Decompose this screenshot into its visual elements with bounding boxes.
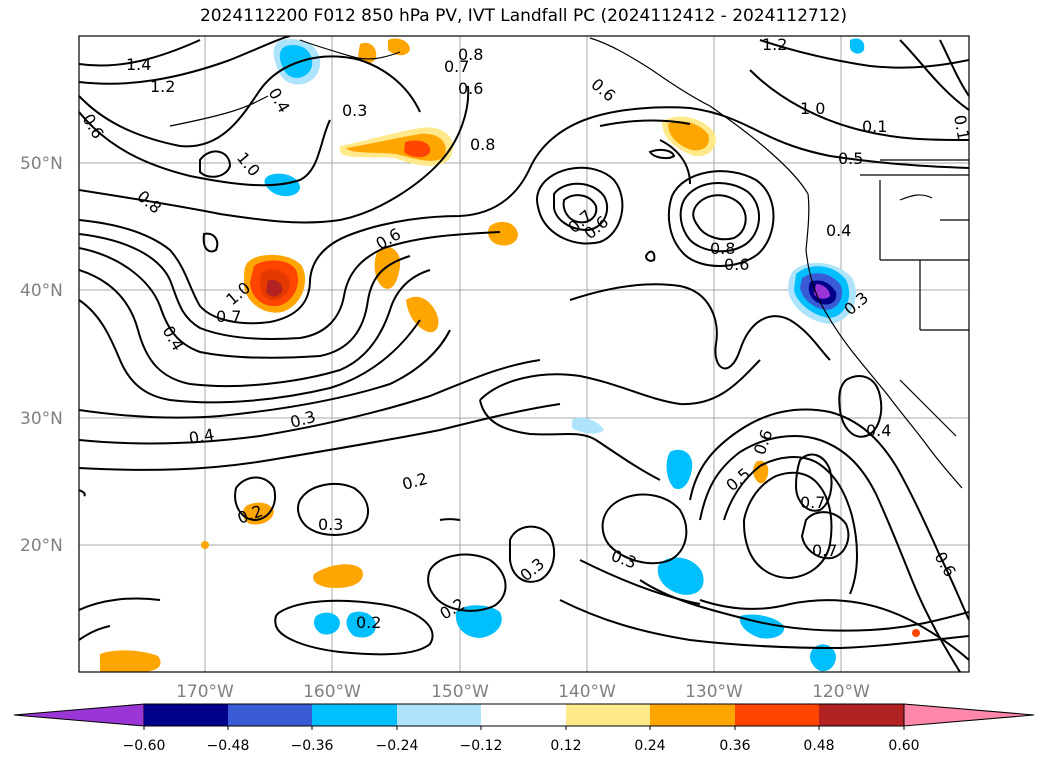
lon-label: 160°W bbox=[303, 682, 361, 702]
colorbar-tick-label: 0.48 bbox=[803, 738, 834, 754]
clabel: 0.6 bbox=[724, 255, 749, 274]
clabel: 0.2 bbox=[356, 613, 381, 632]
clabel: 0.3 bbox=[342, 101, 367, 120]
pv-blob-subtropic-warm3 bbox=[753, 460, 769, 484]
clabel: 1.2 bbox=[762, 35, 787, 54]
pv-dot-2 bbox=[912, 629, 920, 637]
clabel: 0.1 bbox=[950, 113, 973, 141]
pv-blob-bc-coast bbox=[662, 116, 716, 157]
colorbar-segment bbox=[481, 704, 566, 726]
lon-label: 170°W bbox=[176, 682, 234, 702]
colorbar-segment bbox=[819, 704, 904, 726]
colorbar-segment bbox=[144, 704, 228, 726]
coastlines bbox=[169, 37, 969, 489]
clabel: 0.1 bbox=[862, 117, 887, 136]
lon-label: 120°W bbox=[812, 682, 870, 702]
lon-label: 140°W bbox=[558, 682, 616, 702]
pv-dot-1 bbox=[201, 541, 209, 549]
pv-blob-tiny-2 bbox=[850, 38, 865, 54]
pv-blob-hawaii-south bbox=[455, 605, 502, 638]
colorbar-tick-label: −0.60 bbox=[123, 738, 166, 754]
pv-blob-central-warm3 bbox=[488, 221, 518, 246]
colorbar-segment bbox=[397, 704, 481, 726]
clabel: 1.4 bbox=[126, 55, 151, 74]
lat-axis-labels: 50°N 40°N 30°N 20°N bbox=[20, 154, 63, 556]
clabel: 0.4 bbox=[826, 221, 851, 240]
pv-blob-hawaii-south3 bbox=[346, 611, 376, 638]
colorbar-tick-label: −0.36 bbox=[291, 738, 334, 754]
colorbar: −0.60 −0.48 −0.36 −0.24 −0.12 0.12 0.24 … bbox=[13, 703, 1035, 754]
pv-blob-subtropic-east4 bbox=[810, 644, 836, 672]
clabel: 1.2 bbox=[150, 77, 175, 96]
clabel: 0.7 bbox=[444, 57, 469, 76]
lat-label: 40°N bbox=[20, 281, 63, 301]
map-plot-area: 1.4 1.2 0.6 0.4 0.3 0.8 0.7 0.6 0.6 0.8 … bbox=[79, 35, 973, 672]
clabel: 1.0 bbox=[800, 99, 825, 118]
colorbar-tick-label: 0.12 bbox=[550, 738, 581, 754]
clabel: 0.6 bbox=[458, 79, 483, 98]
plot-frame bbox=[78, 35, 970, 673]
lat-label: 30°N bbox=[20, 409, 63, 429]
colorbar-segment bbox=[566, 704, 650, 726]
lon-label: 150°W bbox=[431, 682, 489, 702]
pv-blob-subtropic-warm2 bbox=[100, 650, 161, 672]
clabel: 0.7 bbox=[812, 541, 837, 560]
lon-label: 130°W bbox=[685, 682, 743, 702]
pv-blob-midpacific-warm bbox=[340, 127, 454, 166]
colorbar-tick-label: −0.24 bbox=[376, 738, 419, 754]
clabel: 0.7 bbox=[800, 493, 825, 512]
pv-fill-shading bbox=[100, 38, 920, 672]
clabel: 0.8 bbox=[458, 45, 483, 64]
colorbar-tick-label: 0.60 bbox=[888, 738, 919, 754]
pv-blob-west-strong bbox=[244, 254, 306, 313]
pv-blob-hawaii-south2 bbox=[314, 612, 340, 635]
colorbar-extend-min bbox=[13, 703, 145, 727]
pv-blob-tiny-4 bbox=[388, 38, 410, 56]
pv-blob-tiny-3 bbox=[358, 42, 377, 64]
clabel: 0.4 bbox=[866, 421, 891, 440]
colorbar-segment bbox=[228, 704, 312, 726]
lon-axis-labels: 170°W 160°W 150°W 140°W 130°W 120°W bbox=[176, 682, 870, 702]
lat-label: 50°N bbox=[20, 154, 63, 174]
figure-title: 2024112200 F012 850 hPa PV, IVT Landfall… bbox=[199, 6, 847, 26]
clabel: 0.4 bbox=[187, 425, 215, 448]
lat-label: 20°N bbox=[20, 536, 63, 556]
colorbar-tick-label: −0.12 bbox=[460, 738, 503, 754]
clabel: 0.8 bbox=[710, 239, 735, 258]
pv-blob-tiny-1 bbox=[572, 417, 604, 434]
pv-blob-central-warm bbox=[374, 246, 401, 289]
colorbar-extend-max bbox=[903, 703, 1035, 727]
colorbar-tick-label: −0.48 bbox=[207, 738, 250, 754]
colorbar-tick-label: 0.36 bbox=[719, 738, 750, 754]
clabel: 0.7 bbox=[216, 307, 241, 326]
pv-blob-california-low bbox=[788, 262, 856, 324]
pv-blob-subtropic-east2 bbox=[657, 557, 704, 595]
colorbar-segment bbox=[650, 704, 735, 726]
colorbar-tick-label: 0.24 bbox=[634, 738, 665, 754]
clabel: 0.5 bbox=[838, 149, 863, 168]
colorbar-segment bbox=[735, 704, 819, 726]
pv-blob-subtropic-warm1 bbox=[313, 564, 363, 588]
pv-blob-central-warm2 bbox=[406, 296, 439, 333]
colorbar-segment bbox=[312, 704, 397, 726]
clabel: 0.3 bbox=[318, 515, 343, 534]
pv-contours bbox=[79, 36, 969, 672]
clabel: 0.8 bbox=[470, 135, 495, 154]
pv-blob-subtropic-east1 bbox=[666, 449, 693, 490]
